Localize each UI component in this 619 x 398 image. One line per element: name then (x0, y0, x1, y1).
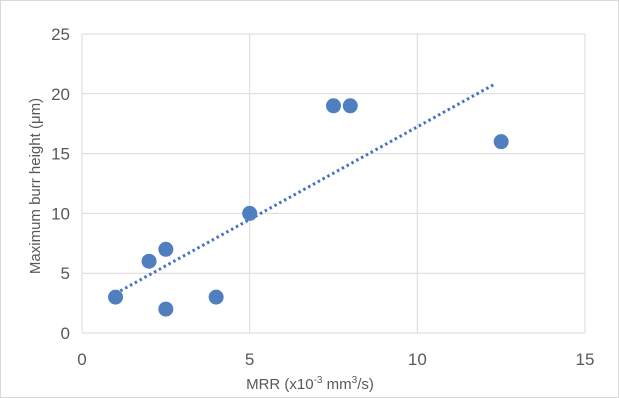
x-axis-title-superscript: 3 (352, 375, 358, 386)
y-tick-label: 5 (61, 264, 70, 283)
data-point (158, 301, 174, 317)
data-point (208, 289, 224, 305)
x-tick-labels: 0 5 10 15 (77, 350, 594, 369)
data-point (141, 253, 157, 269)
y-tick-label: 25 (51, 25, 70, 44)
y-tick-label: 0 (61, 324, 70, 343)
x-axis-title-part: /s) (357, 376, 374, 393)
trendline-layer (114, 82, 496, 295)
data-point (326, 98, 341, 114)
data-point (242, 205, 258, 221)
y-tick-labels: 0 5 10 15 20 25 (51, 25, 70, 343)
x-axis-title-part: MRR (x10 (246, 376, 314, 393)
y-tick-label: 15 (51, 145, 70, 164)
x-tick-label: 0 (77, 350, 86, 369)
trendline (114, 82, 496, 295)
x-tick-label: 15 (576, 350, 595, 369)
x-axis-title: MRR (x10-3 mm3/s) (246, 375, 374, 393)
x-tick-label: 10 (408, 350, 427, 369)
data-point (342, 98, 358, 114)
y-tick-label: 20 (51, 85, 70, 104)
data-point (108, 289, 124, 305)
data-point (158, 241, 174, 257)
x-tick-label: 5 (245, 350, 254, 369)
y-axis-title: Maximum burr height (μm) (27, 98, 44, 274)
x-axis-title-part: mm (323, 376, 352, 393)
grid-layer (81, 33, 586, 334)
y-tick-label: 10 (51, 204, 70, 223)
points-layer (108, 98, 509, 317)
data-point (493, 134, 509, 150)
x-axis-title-superscript: -3 (314, 375, 323, 386)
